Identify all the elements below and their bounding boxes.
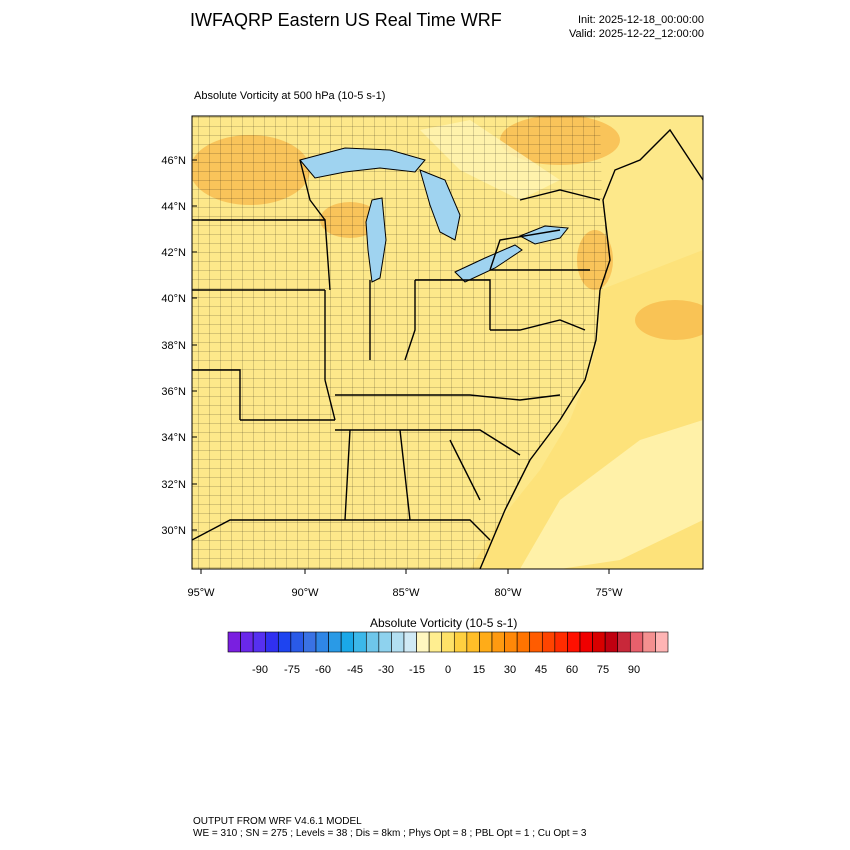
colorbar-label: 90 (628, 664, 640, 676)
colorbar-swatch (655, 631, 669, 653)
colorbar-swatch (491, 631, 505, 653)
lon-tick-label: 80°W (494, 587, 522, 599)
lat-tick-label: 46°N (161, 155, 186, 167)
page-title: IWFAQRP Eastern US Real Time WRF (190, 10, 502, 30)
colorbar-label: -45 (347, 664, 363, 676)
colorbar-swatch (479, 631, 493, 653)
state-borders (192, 128, 703, 569)
colorbar-label: 45 (535, 664, 547, 676)
lat-tick-label: 32°N (161, 479, 186, 491)
map-frame (191, 115, 704, 570)
colorbar-swatch (328, 631, 342, 653)
map-subtitle: Absolute Vorticity at 500 hPa (10-5 s-1) (194, 90, 386, 102)
colorbar-swatch (416, 631, 430, 653)
lake-michigan (365, 197, 387, 283)
colorbar-swatch (541, 631, 556, 653)
colorbar-swatch (277, 631, 292, 653)
colorbar-label: -60 (315, 664, 331, 676)
colorbar-swatch (441, 631, 455, 653)
colorbar-label: 15 (473, 664, 485, 676)
colorbar-swatch (466, 631, 480, 653)
colorbar-swatch (579, 631, 593, 653)
colorbar-label: 30 (504, 664, 516, 676)
colorbar-label: 75 (597, 664, 609, 676)
map-area (192, 116, 703, 569)
colorbar-swatch (554, 631, 568, 653)
lat-tick-label: 44°N (161, 201, 186, 213)
colorbar-swatch (353, 631, 367, 653)
colorbar-label: -75 (284, 664, 300, 676)
colorbar-swatch (365, 631, 380, 653)
colorbar-swatch (391, 631, 405, 653)
model-info-line2: WE = 310 ; SN = 275 ; Levels = 38 ; Dis … (193, 828, 587, 839)
lat-tick-label: 30°N (161, 525, 186, 537)
colorbar-swatch (567, 631, 581, 653)
colorbar-swatch (592, 631, 606, 653)
colorbar-swatch (265, 631, 279, 653)
latitude-axis: 46°N 44°N 42°N 40°N 38°N 36°N 34°N 32°N 30°N (161, 155, 197, 537)
colorbar-swatch (617, 631, 631, 653)
lon-tick-label: 75°W (595, 587, 623, 599)
colorbar-label: -15 (409, 664, 425, 676)
colorbar-swatch (303, 631, 317, 653)
lake-erie (454, 244, 523, 283)
lake-huron (419, 169, 461, 241)
vorticity-max-atlantic (635, 300, 703, 340)
lat-tick-label: 38°N (161, 340, 186, 352)
colorbar-swatch (629, 631, 644, 653)
colorbar-label: -30 (378, 664, 394, 676)
county-lines (192, 116, 610, 569)
colorbar-title: Absolute Vorticity (10-5 s-1) (370, 616, 518, 630)
colorbar-label: 0 (445, 664, 451, 676)
lon-tick-label: 85°W (392, 587, 420, 599)
longitude-axis: 95°W 90°W 85°W 80°W 75°W (187, 569, 623, 599)
colorbar-swatch (529, 631, 543, 653)
lon-tick-label: 90°W (291, 587, 319, 599)
valid-time: Valid: 2025-12-22_12:00:00 (569, 28, 704, 40)
colorbar-swatch (378, 631, 392, 653)
colorbar-swatch (290, 631, 304, 653)
colorbar-swatch (504, 631, 518, 653)
lon-tick-label: 95°W (187, 587, 215, 599)
colorbar-swatch (252, 631, 267, 653)
model-info-line1: OUTPUT FROM WRF V4.6.1 MODEL (193, 816, 362, 827)
colorbar-swatch (428, 631, 443, 653)
colorbar-swatch (453, 631, 468, 653)
lat-tick-label: 36°N (161, 386, 186, 398)
colorbar-swatch (340, 631, 355, 653)
colorbar-swatch (240, 631, 254, 653)
colorbar-swatch (516, 631, 531, 653)
lat-tick-label: 34°N (161, 432, 186, 444)
init-time: Init: 2025-12-18_00:00:00 (578, 14, 704, 26)
lat-tick-label: 42°N (161, 247, 186, 259)
colorbar-swatch (315, 631, 329, 653)
lake-superior (299, 147, 426, 179)
colorbar-swatch (403, 631, 417, 653)
colorbar-swatch (227, 631, 241, 653)
lat-tick-label: 40°N (161, 293, 186, 305)
colorbar-swatch (642, 631, 656, 653)
colorbar-label: -90 (252, 664, 268, 676)
colorbar-label: 60 (566, 664, 578, 676)
colorbar: -90 -75 -60 -45 -30 -15 0 15 30 45 60 75 90 (227, 631, 669, 676)
vorticity-min-southeast (520, 420, 703, 569)
colorbar-swatch (604, 631, 619, 653)
